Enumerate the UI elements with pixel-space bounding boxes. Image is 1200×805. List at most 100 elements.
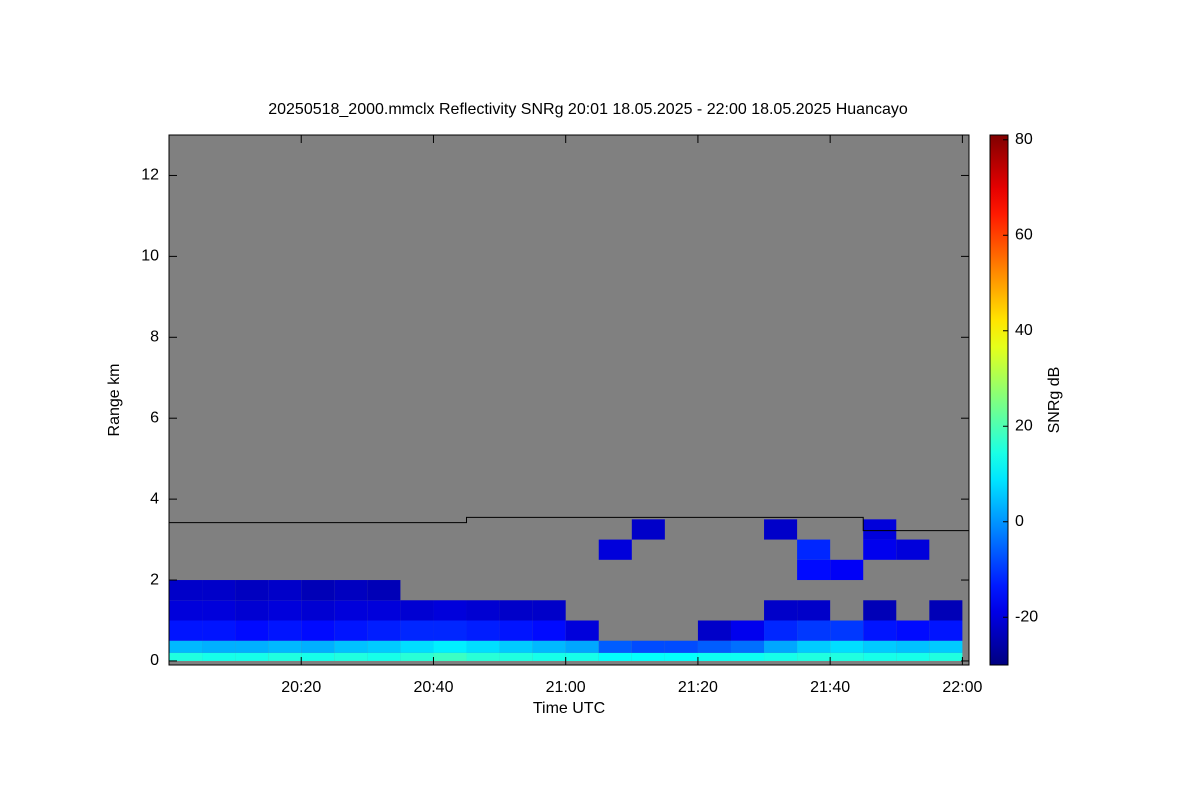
boundary-line (169, 516, 969, 532)
heatmap-cell (730, 640, 765, 653)
heatmap-cell (235, 652, 269, 661)
x-tick-label: 22:00 (942, 679, 982, 696)
heatmap-cell (169, 620, 203, 641)
colorbar-tick-label: 20 (1015, 417, 1033, 434)
heatmap-cell (367, 652, 401, 661)
heatmap-cell (896, 640, 930, 653)
heatmap-cell (301, 640, 335, 653)
heatmap-cell (896, 652, 930, 661)
heatmap-cell (235, 640, 269, 653)
y-tick-label: 2 (150, 571, 159, 588)
x-tick-label: 21:20 (678, 679, 718, 696)
heatmap-cell (697, 652, 731, 661)
heatmap-cell (499, 620, 533, 641)
x-tick-label: 21:40 (810, 679, 850, 696)
heatmap-cell (532, 620, 566, 641)
plot-frame (168, 134, 970, 666)
heatmap-cell (466, 620, 500, 641)
heatmap-cell (697, 640, 731, 653)
heatmap-cell (268, 580, 302, 601)
heatmap-cell (565, 640, 599, 653)
heatmap-cell (466, 600, 500, 621)
heatmap-cell (334, 640, 368, 653)
heatmap-cell (863, 519, 897, 540)
heatmap-cell (202, 652, 236, 661)
heatmap-cell (433, 640, 467, 653)
heatmap-cell (863, 600, 897, 621)
colorbar-tick-label: 60 (1015, 226, 1033, 243)
heatmap-cell (598, 640, 632, 653)
colorbar-tick-label: -20 (1015, 608, 1038, 625)
x-tick-label: 21:00 (546, 679, 586, 696)
heatmap-cell (202, 600, 236, 621)
heatmap-cell (565, 652, 599, 661)
y-tick-label: 10 (141, 248, 159, 265)
heatmap-cell (764, 519, 798, 540)
heatmap-cell (202, 640, 236, 653)
colorbar-tick-label: 80 (1015, 131, 1033, 148)
heatmap-cell (830, 652, 864, 661)
x-tick-label: 20:40 (413, 679, 453, 696)
heatmap-cell (863, 652, 897, 661)
heatmap-cell (499, 640, 533, 653)
heatmap-cell (631, 519, 665, 540)
heatmap-cell (896, 539, 930, 560)
x-tick-label: 20:20 (281, 679, 321, 696)
heatmap-cell (830, 559, 864, 581)
heatmap-cell (797, 652, 831, 661)
heatmap-cell (863, 640, 897, 653)
heatmap-cell (532, 640, 566, 653)
heatmap-cell (466, 640, 500, 653)
heatmap-cell (367, 580, 401, 601)
heatmap-cell (730, 652, 765, 661)
heatmap-cell (367, 620, 401, 641)
heatmap-cell (499, 652, 533, 661)
x-axis-label: Time UTC (533, 700, 605, 717)
y-tick-label: 0 (150, 652, 159, 669)
heatmap-cell (169, 640, 203, 653)
heatmap-cell (400, 600, 434, 621)
heatmap-cell (466, 652, 500, 661)
heatmap-cell (301, 600, 335, 621)
heatmap-cell (268, 652, 302, 661)
heatmap-cell (400, 640, 434, 653)
heatmap-cell (697, 620, 731, 641)
heatmap-cell (301, 580, 335, 601)
colorbar-label: SNRg dB (1046, 367, 1063, 434)
heatmap-cell (532, 652, 566, 661)
heatmap-cell (334, 580, 368, 601)
heatmap-cell (532, 600, 566, 621)
heatmap-cell (631, 652, 665, 661)
y-tick-label: 4 (150, 490, 159, 507)
y-axis-label: Range km (106, 364, 123, 437)
heatmap-cell (664, 640, 698, 653)
heatmap-cell (830, 620, 864, 641)
heatmap-cell (301, 652, 335, 661)
heatmap-cell (730, 620, 765, 641)
heatmap-cell (433, 652, 467, 661)
heatmap-cell (863, 539, 897, 560)
heatmap-cell (202, 580, 236, 601)
colorbar-tick-label: 0 (1015, 513, 1024, 530)
heatmap-cell (764, 640, 798, 653)
heatmap-cell (400, 620, 434, 641)
heatmap-cell (929, 652, 963, 661)
heatmap-cell (169, 600, 203, 621)
heatmap-cell (334, 600, 368, 621)
heatmap-cell (797, 620, 831, 641)
chart-title: 20250518_2000.mmclx Reflectivity SNRg 20… (268, 101, 908, 118)
heatmap-cell (797, 640, 831, 653)
heatmap-cell (235, 620, 269, 641)
heatmap-cell (169, 652, 203, 661)
y-tick-label: 6 (150, 409, 159, 426)
heatmap-cell (896, 620, 930, 641)
colorbar-tick-label: 40 (1015, 322, 1033, 339)
heatmap-cell (764, 600, 798, 621)
heatmap-cell (929, 640, 963, 653)
heatmap-cell (202, 620, 236, 641)
heatmap-cell (830, 640, 864, 653)
heatmap-cell (929, 620, 963, 641)
heatmap-cell (863, 620, 897, 641)
heatmap-cell (367, 640, 401, 653)
